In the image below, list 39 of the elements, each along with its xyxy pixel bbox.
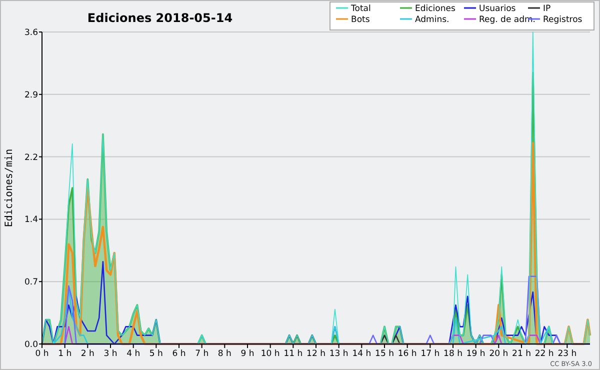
x-tick-label: 11 h — [284, 349, 303, 359]
x-tick-label: 14 h — [352, 349, 372, 359]
y-axis-title: Ediciones/min — [4, 148, 15, 228]
x-tick-label: 12 h — [306, 349, 326, 359]
legend-label: Admins. — [415, 15, 450, 25]
y-tick-label: 1.4 — [24, 215, 38, 226]
y-tick-label: 2.9 — [24, 90, 38, 100]
x-tick-label: 3 h — [104, 349, 118, 359]
x-tick-label: 19 h — [466, 349, 486, 359]
y-tick-label: 3.6 — [24, 28, 38, 38]
x-tick-label: 2 h — [80, 349, 94, 359]
legend-label: Ediciones — [415, 4, 456, 14]
x-tick-label: 16 h — [398, 349, 417, 359]
x-tick-label: 9 h — [240, 349, 254, 359]
y-tick-label: 0.7 — [24, 278, 38, 288]
x-tick-label: 22 h — [534, 349, 554, 359]
x-tick-label: 8 h — [218, 349, 232, 359]
legend-label: Bots — [351, 15, 370, 25]
y-tick-label: 2.2 — [24, 152, 38, 163]
x-tick-label: 15 h — [375, 349, 394, 359]
x-tick-label: 6 h — [172, 349, 186, 359]
y-tick-label: 0.0 — [24, 340, 38, 350]
x-tick-label: 0 h — [35, 349, 49, 359]
legend-label: Total — [350, 4, 371, 14]
x-tick-label: 20 h — [489, 349, 508, 359]
legend-label: Registros — [543, 15, 583, 25]
x-tick-label: 23 h — [558, 349, 577, 359]
x-tick-label: 21 h — [512, 349, 531, 359]
x-tick-label: 4 h — [126, 349, 140, 359]
x-tick-label: 17 h — [420, 349, 440, 359]
chart-title: Ediciones 2018-05-14 — [87, 11, 233, 25]
x-tick-label: 7 h — [195, 349, 209, 359]
x-tick-label: 5 h — [149, 349, 163, 359]
legend-label: IP — [543, 4, 551, 14]
x-tick-label: 1 h — [58, 349, 72, 359]
x-tick-label: 18 h — [444, 349, 462, 359]
x-tick-label: 10 h — [260, 349, 280, 359]
legend-label: Usuarios — [479, 4, 516, 14]
x-tick-label: 13 h — [329, 349, 348, 359]
